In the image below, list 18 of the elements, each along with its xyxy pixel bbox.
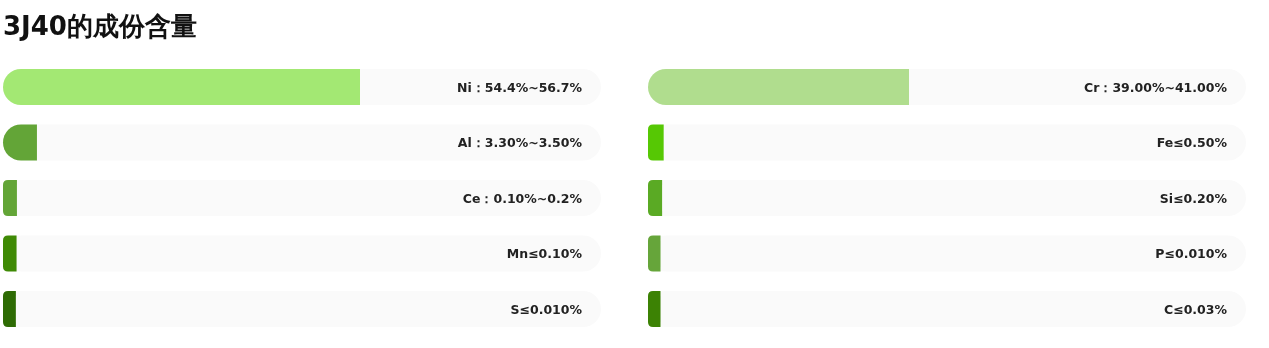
bar (648, 235, 661, 272)
y-tick-label: C≤0.03% (1163, 301, 1228, 317)
bar (3, 235, 17, 272)
chart-title: 3J40的成份含量 (3, 11, 197, 41)
y-tick-label: Fe≤0.50% (1156, 135, 1228, 150)
bar (3, 180, 17, 216)
bar (648, 124, 664, 161)
y-tick-label: Ni：54.4%~56.7% (457, 79, 583, 95)
y-tick-label: Al：3.30%~3.50% (457, 135, 583, 150)
y-tick-label: S≤0.010% (510, 301, 583, 317)
bar (3, 291, 16, 327)
y-tick-label: Ce：0.10%~0.2% (462, 190, 583, 206)
bar (648, 291, 661, 327)
y-tick-label: Mn≤0.10% (506, 246, 583, 261)
y-tick-label: Cr：39.00%~41.00% (1084, 79, 1228, 95)
y-tick-label: Si≤0.20% (1159, 190, 1228, 206)
bar (648, 180, 663, 216)
y-tick-label: P≤0.010% (1155, 246, 1228, 261)
